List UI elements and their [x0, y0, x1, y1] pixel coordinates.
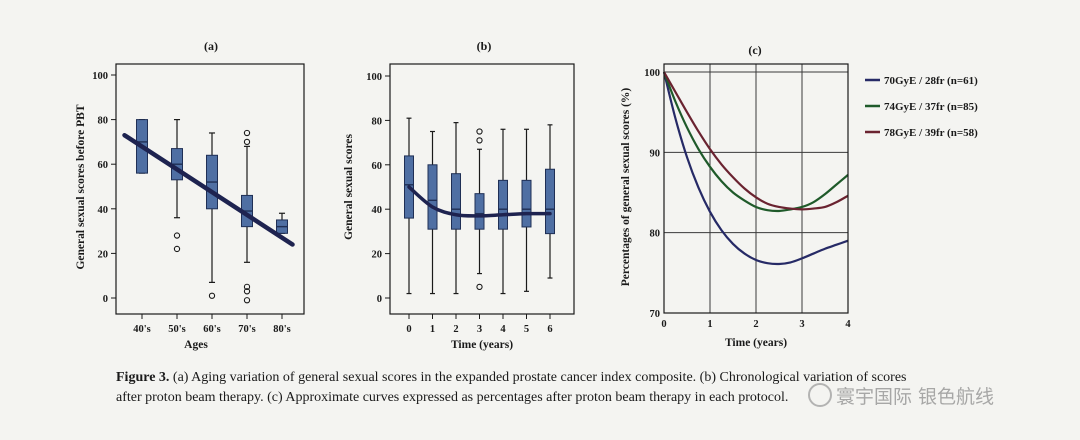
trend-line	[407, 185, 552, 218]
y-tick-label: 70	[650, 309, 661, 320]
legend-label: 78GyE / 39fr (n=58)	[884, 127, 978, 139]
panel-c-letter: (c)	[748, 43, 761, 57]
box-iqr	[427, 164, 438, 230]
x-tick-label: 2	[453, 324, 458, 335]
series-line	[662, 71, 849, 213]
box	[276, 212, 288, 234]
y-tick-label: 40	[372, 205, 383, 216]
x-tick-label: 1	[430, 324, 435, 335]
figure-svg: (a) Ages General sexual scores before PB…	[75, 39, 978, 351]
outlier-point	[208, 292, 216, 299]
y-tick-label: 100	[644, 68, 660, 79]
caption-text-1: (a) Aging variation of general sexual sc…	[172, 370, 907, 385]
outlier-point	[173, 232, 181, 239]
caption-line-2: after proton beam therapy. (c) Approxima…	[116, 390, 789, 405]
panel-a-ylabel: General sexual scores before PBT	[75, 104, 87, 269]
x-tick-label: 40's	[133, 324, 151, 335]
panel-c-ylabel: Percentages of general sexual scores (%)	[620, 88, 632, 287]
y-tick-label: 90	[650, 148, 661, 159]
box-iqr	[545, 168, 555, 235]
y-tick-label: 20	[98, 249, 109, 260]
box	[171, 118, 183, 253]
box	[521, 128, 532, 292]
y-tick-label: 80	[372, 116, 383, 127]
box	[206, 132, 218, 299]
x-tick-label: 4	[500, 324, 506, 335]
y-tick-label: 80	[650, 229, 661, 240]
panel-a-xlabel: Ages	[184, 339, 208, 351]
legend-label: 70GyE / 28fr (n=61)	[884, 75, 978, 87]
y-tick-label: 60	[98, 160, 109, 171]
box-iqr	[474, 193, 485, 230]
series-line	[663, 71, 849, 211]
outlier-point	[243, 297, 251, 304]
wechat-icon	[808, 383, 832, 407]
watermark-text: 寰宇国际 银色航线	[836, 386, 995, 408]
x-tick-label: 80's	[273, 324, 291, 335]
y-tick-label: 100	[92, 71, 108, 82]
x-tick-label: 1	[707, 319, 712, 330]
x-tick-label: 3	[799, 319, 804, 330]
x-tick-label: 0	[661, 319, 666, 330]
x-tick-label: 60's	[203, 324, 221, 335]
panel-a-frame	[115, 63, 305, 315]
box	[427, 130, 438, 295]
panel-a-letter: (a)	[204, 39, 218, 53]
box-iqr	[451, 173, 461, 230]
x-tick-label: 6	[547, 324, 552, 335]
box	[545, 124, 555, 279]
panel-b-letter: (b)	[477, 39, 492, 53]
box-iqr	[521, 179, 532, 228]
panel-b-frame	[389, 63, 575, 315]
x-tick-label: 70's	[238, 324, 256, 335]
outlier-point	[243, 288, 251, 295]
panel-b: (b) Time (years) General sexual scores 0…	[343, 39, 575, 351]
outlier-point	[476, 137, 483, 144]
trend-line	[122, 132, 295, 247]
outlier-point	[243, 283, 251, 290]
figure-caption: Figure 3. (a) Aging variation of general…	[116, 368, 1016, 408]
y-tick-label: 0	[377, 294, 382, 305]
x-tick-label: 0	[406, 324, 411, 335]
y-tick-label: 0	[103, 294, 108, 305]
outlier-point	[243, 129, 251, 137]
box	[474, 128, 485, 291]
y-tick-label: 40	[98, 205, 109, 216]
panel-b-xlabel: Time (years)	[451, 339, 513, 351]
outlier-point	[243, 138, 251, 146]
panel-a: (a) Ages General sexual scores before PB…	[75, 39, 305, 351]
box	[404, 117, 414, 295]
panel-c-frame	[663, 63, 849, 314]
legend-label: 74GyE / 37fr (n=85)	[884, 101, 978, 113]
x-tick-label: 4	[845, 319, 851, 330]
x-tick-label: 50's	[168, 324, 186, 335]
series-line	[662, 71, 849, 266]
box-iqr	[498, 179, 508, 230]
y-tick-label: 60	[372, 161, 383, 172]
box	[498, 128, 508, 295]
caption-line-1: Figure 3. (a) Aging variation of general…	[116, 368, 1016, 388]
x-tick-label: 2	[753, 319, 758, 330]
box	[451, 122, 461, 295]
panel-c-xlabel: Time (years)	[725, 337, 787, 349]
panel-c-legend: 70GyE / 28fr (n=61) 74GyE / 37fr (n=85) 78…	[865, 75, 978, 139]
y-tick-label: 20	[372, 250, 383, 261]
x-tick-label: 5	[524, 324, 529, 335]
x-tick-label: 3	[477, 324, 482, 335]
panel-b-ylabel: General sexual scores	[343, 134, 355, 240]
y-tick-label: 100	[366, 72, 382, 83]
watermark: 寰宇国际 银色航线	[808, 382, 994, 409]
panel-c: (c) Time (years) Percentages of general …	[620, 43, 978, 349]
y-tick-label: 80	[98, 116, 109, 127]
outlier-point	[173, 245, 181, 253]
outlier-point	[476, 283, 483, 291]
outlier-point	[476, 128, 483, 135]
caption-label: Figure 3.	[116, 370, 170, 385]
